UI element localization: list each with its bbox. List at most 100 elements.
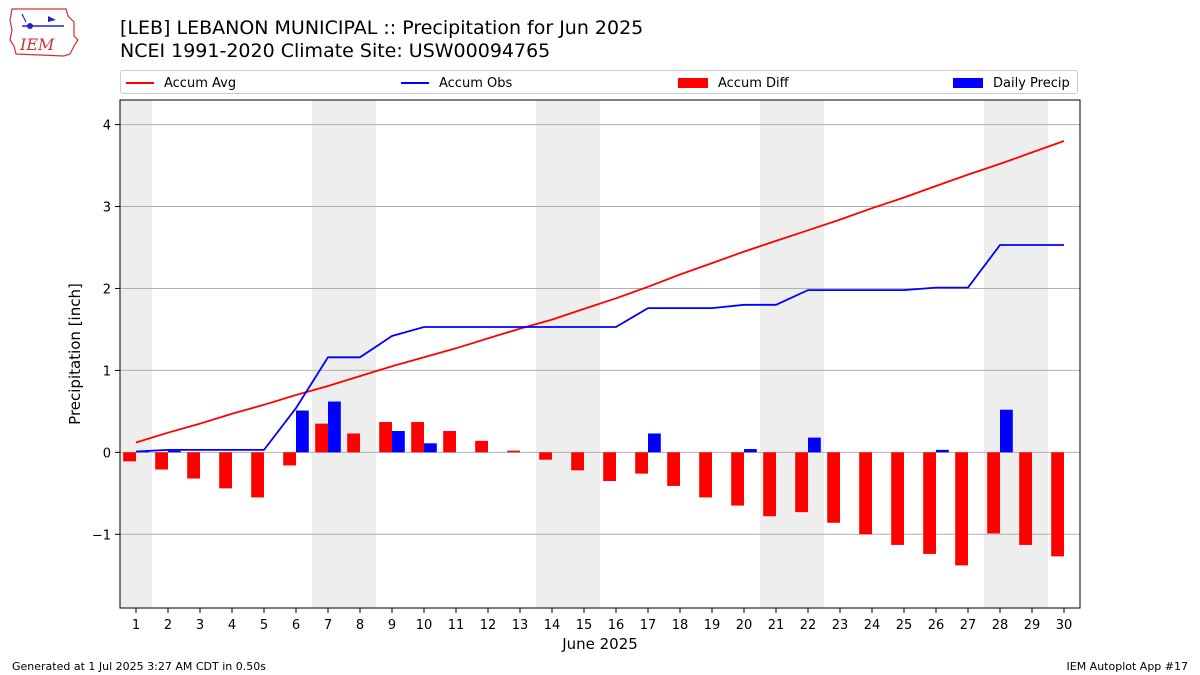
bar-accum-diff-26 <box>923 452 936 554</box>
xtick-label-7: 7 <box>324 618 332 633</box>
xtick-label-5: 5 <box>260 618 268 633</box>
xtick-label-23: 23 <box>832 618 849 633</box>
xtick-label-12: 12 <box>480 618 497 633</box>
ytick-label-3: 2 <box>103 282 111 297</box>
weekend-band-2 <box>536 100 600 608</box>
bars <box>123 401 1064 566</box>
xtick-label-15: 15 <box>576 618 593 633</box>
bar-daily-precip-20 <box>744 449 757 453</box>
bar-accum-diff-1 <box>123 452 136 462</box>
xtick-label-26: 26 <box>928 618 945 633</box>
bar-accum-diff-21 <box>763 452 776 517</box>
ytick-label-1: 0 <box>103 446 111 461</box>
weekend-shading <box>120 100 1048 608</box>
bar-daily-precip-28 <box>1000 409 1013 453</box>
chart-title: [LEB] LEBANON MUNICIPAL :: Precipitation… <box>120 17 644 39</box>
legend-item-accum-diff: Accum Diff <box>678 74 789 92</box>
xtick-label-25: 25 <box>896 618 913 633</box>
ytick-label-2: 1 <box>103 364 111 379</box>
xtick-label-1: 1 <box>132 618 140 633</box>
xtick-label-28: 28 <box>992 618 1009 633</box>
xtick-label-3: 3 <box>196 618 204 633</box>
series-lines <box>135 140 1065 453</box>
bar-accum-diff-9 <box>379 422 392 453</box>
xtick-label-8: 8 <box>356 618 364 633</box>
line-accum-avg <box>135 140 1065 444</box>
ytick-label-5: 4 <box>103 119 111 134</box>
bar-accum-diff-16 <box>603 452 616 481</box>
bar-accum-diff-25 <box>891 452 904 545</box>
xtick-label-13: 13 <box>512 618 529 633</box>
bar-daily-precip-7 <box>328 401 341 453</box>
xtick-label-4: 4 <box>228 618 236 633</box>
bar-accum-diff-24 <box>859 452 872 535</box>
ytick-label-0: −1 <box>92 528 111 543</box>
xtick-label-6: 6 <box>292 618 300 633</box>
legend-swatch-daily-precip <box>953 78 983 88</box>
legend-swatch-accum-obs <box>401 82 429 84</box>
bar-daily-precip-17 <box>648 433 661 453</box>
legend: Accum Avg Accum Obs Accum Diff Daily Pre… <box>120 70 1078 94</box>
legend-item-accum-avg: Accum Avg <box>126 74 236 92</box>
logo-text: IEM <box>19 35 55 54</box>
bar-daily-precip-9 <box>392 431 405 453</box>
bar-accum-diff-13 <box>507 450 520 453</box>
xtick-label-27: 27 <box>960 618 977 633</box>
bar-accum-diff-5 <box>251 452 264 498</box>
xtick-label-29: 29 <box>1024 618 1041 633</box>
bar-daily-precip-26 <box>936 449 949 453</box>
weekend-band-1 <box>312 100 376 608</box>
bar-accum-diff-6 <box>283 452 296 466</box>
xtick-label-18: 18 <box>672 618 689 633</box>
weekend-band-4 <box>984 100 1048 608</box>
bar-daily-precip-6 <box>296 410 309 453</box>
grid-lines <box>120 124 1080 535</box>
bar-daily-precip-1 <box>136 451 149 453</box>
legend-label-accum-diff: Accum Diff <box>718 75 789 91</box>
plot-frame <box>119 99 1081 609</box>
legend-swatch-accum-avg <box>126 82 154 84</box>
legend-label-accum-obs: Accum Obs <box>439 75 513 91</box>
bar-accum-diff-2 <box>155 452 168 470</box>
bar-accum-diff-19 <box>699 452 712 498</box>
bar-accum-diff-29 <box>1019 452 1032 545</box>
bar-accum-diff-3 <box>187 452 200 479</box>
xtick-label-30: 30 <box>1056 618 1073 633</box>
generated-note: Generated at 1 Jul 2025 3:27 AM CDT in 0… <box>12 660 266 673</box>
app-credit: IEM Autoplot App #17 <box>1066 660 1189 673</box>
bar-accum-diff-15 <box>571 452 584 471</box>
x-axis-label: June 2025 <box>561 635 638 653</box>
bar-accum-diff-10 <box>411 422 424 453</box>
xtick-label-2: 2 <box>164 618 172 633</box>
bar-accum-diff-4 <box>219 452 232 489</box>
xtick-label-17: 17 <box>640 618 657 633</box>
bar-daily-precip-2 <box>168 450 181 453</box>
ytick-label-4: 3 <box>103 201 111 216</box>
bar-accum-diff-14 <box>539 452 552 460</box>
bar-accum-diff-28 <box>987 452 1000 534</box>
bar-accum-diff-27 <box>955 452 968 566</box>
xtick-label-19: 19 <box>704 618 721 633</box>
xtick-label-11: 11 <box>448 618 465 633</box>
chart-subtitle: NCEI 1991-2020 Climate Site: USW00094765 <box>120 40 551 62</box>
legend-item-accum-obs: Accum Obs <box>401 74 512 92</box>
bar-accum-diff-20 <box>731 452 744 506</box>
weekend-band-3 <box>760 100 824 608</box>
legend-label-daily-precip: Daily Precip <box>993 75 1070 91</box>
y-axis-label: Precipitation [inch] <box>66 283 84 425</box>
bar-accum-diff-30 <box>1051 452 1064 557</box>
legend-item-daily-precip: Daily Precip <box>953 74 1070 92</box>
bar-accum-diff-23 <box>827 452 840 523</box>
bar-accum-diff-11 <box>443 431 456 453</box>
legend-swatch-accum-diff <box>678 78 708 88</box>
xtick-label-16: 16 <box>608 618 625 633</box>
xtick-label-20: 20 <box>736 618 753 633</box>
xtick-label-21: 21 <box>768 618 785 633</box>
xtick-label-9: 9 <box>388 618 396 633</box>
bar-daily-precip-22 <box>808 437 821 453</box>
legend-label-accum-avg: Accum Avg <box>164 75 237 91</box>
bar-accum-diff-8 <box>347 433 360 453</box>
